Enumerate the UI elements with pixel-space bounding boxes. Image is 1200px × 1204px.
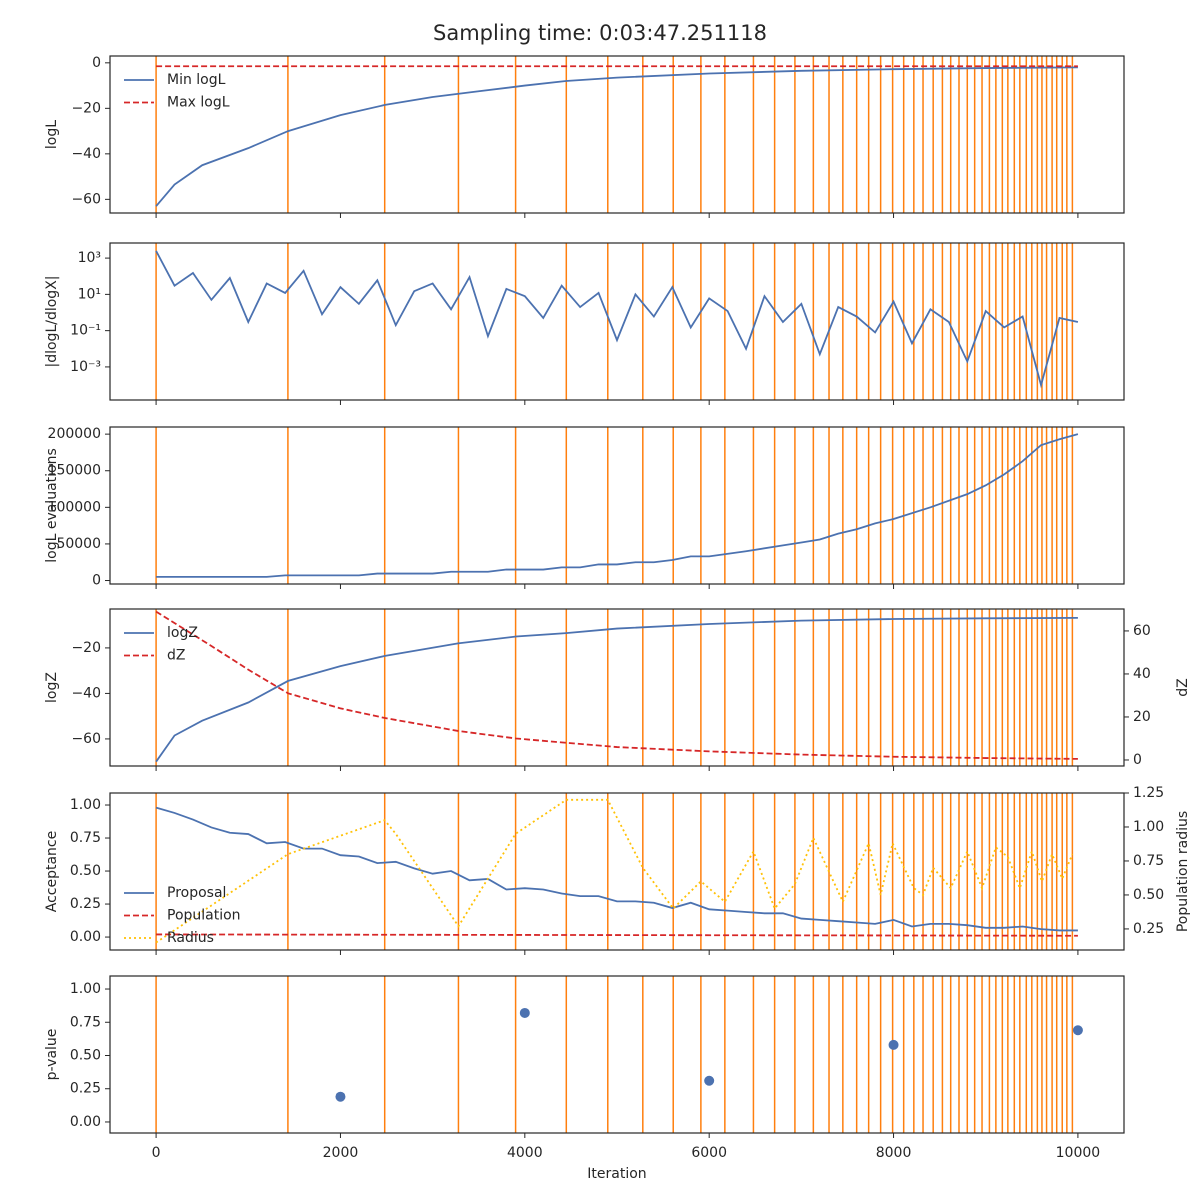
y-tick-label: 0.00 xyxy=(70,929,101,945)
y-axis-label: logZ xyxy=(44,672,60,703)
x-tick-label: 6000 xyxy=(691,1145,727,1161)
x-axis-label: Iteration xyxy=(587,1166,646,1182)
line xyxy=(155,610,1078,760)
line xyxy=(155,798,1074,944)
y2-tick-label: 0.75 xyxy=(1133,853,1164,869)
y-tick-label: 0 xyxy=(92,55,101,71)
y-axis-label: logL xyxy=(44,120,60,149)
point xyxy=(519,1007,530,1018)
y-axis-label: |dlogL/dlogX| xyxy=(44,276,60,368)
legend-label: Max logL xyxy=(167,95,230,111)
legend-label: Radius xyxy=(167,930,214,946)
line xyxy=(155,250,1079,389)
y-tick-label: 150000 xyxy=(48,463,101,479)
y-tick-label: −40 xyxy=(71,146,101,162)
figure-title: Sampling time: 0:03:47.251118 xyxy=(433,21,767,45)
axes-frame xyxy=(109,608,1125,767)
y2-axis-label: dZ xyxy=(1175,678,1191,696)
axes-frame xyxy=(109,426,1125,585)
y-tick-label: 0.50 xyxy=(70,1047,101,1063)
panel: 0.00 0.25 0.50 0.75 1.00 0 2000 4000 6000 8000 100… xyxy=(44,975,1125,1182)
line xyxy=(155,616,1078,763)
x-tick-label: 10000 xyxy=(1056,1145,1101,1161)
y2-tick-label: 0.25 xyxy=(1133,921,1164,937)
y-tick-label: 1.00 xyxy=(70,981,101,997)
line xyxy=(156,933,1078,937)
axes-frame xyxy=(109,975,1125,1134)
y-tick-label: −60 xyxy=(71,731,101,747)
x-tick-label: 0 xyxy=(152,1145,161,1161)
y2-tick-label: 60 xyxy=(1133,623,1151,639)
y-axis-label: Acceptance xyxy=(44,831,60,912)
point xyxy=(888,1039,899,1050)
legend-label: Min logL xyxy=(167,72,226,88)
axes-frame xyxy=(109,55,1125,214)
panel: 0 50000 100000 150000 200000 logL evaluations xyxy=(44,426,1125,589)
x-tick-label: 2000 xyxy=(323,1145,359,1161)
line xyxy=(155,806,1078,932)
y-tick-label: 10³ xyxy=(78,250,101,266)
y-tick-label: −60 xyxy=(71,191,101,207)
legend-label: Proposal xyxy=(167,885,226,901)
y2-tick-label: 1.25 xyxy=(1133,785,1164,801)
y-tick-label: 0.25 xyxy=(70,1081,101,1097)
y2-tick-label: 0.50 xyxy=(1133,887,1164,903)
y-tick-label: −40 xyxy=(71,685,101,701)
panel: −20 −40 −60 0 20 40 60 logZ dZ logZ dZ xyxy=(44,608,1191,771)
y-tick-label: 10⁻³ xyxy=(70,359,101,375)
point xyxy=(335,1091,346,1102)
panel: 0 −20 −40 −60 logL Min logL Max logL xyxy=(44,55,1125,218)
panel: 0.00 0.25 0.50 0.75 1.00 0.25 0.50 0.75 1.00 1.25… xyxy=(44,785,1191,955)
y-tick-label: 0.75 xyxy=(70,830,101,846)
point xyxy=(704,1075,715,1086)
y-axis-label: p-value xyxy=(44,1029,60,1081)
x-tick-label: 4000 xyxy=(507,1145,543,1161)
y-tick-label: 0.00 xyxy=(70,1114,101,1130)
y-tick-label: 0.50 xyxy=(70,863,101,879)
y-axis-label: logL evaluations xyxy=(44,448,60,563)
y2-axis-label: Population radius xyxy=(1175,811,1191,932)
x-tick-label: 8000 xyxy=(876,1145,912,1161)
point xyxy=(1072,1025,1083,1036)
axes-frame xyxy=(109,792,1125,951)
line xyxy=(156,433,1079,578)
y2-tick-label: 0 xyxy=(1133,752,1142,768)
y-tick-label: 0.25 xyxy=(70,896,101,912)
y-tick-label: 10¹ xyxy=(78,286,101,302)
y-tick-label: −20 xyxy=(71,640,101,656)
y2-tick-label: 40 xyxy=(1133,666,1151,682)
y2-tick-label: 1.00 xyxy=(1133,819,1164,835)
line xyxy=(155,66,1078,207)
y-tick-label: −20 xyxy=(71,100,101,116)
legend-label: dZ xyxy=(167,648,185,664)
axes-frame xyxy=(109,242,1125,401)
y-tick-label: 0 xyxy=(92,573,101,589)
y-tick-label: 0.75 xyxy=(70,1014,101,1030)
y2-tick-label: 20 xyxy=(1133,709,1151,725)
y-tick-label: 50000 xyxy=(56,536,101,552)
y-tick-label: 10⁻¹ xyxy=(70,323,101,339)
y-tick-label: 1.00 xyxy=(70,797,101,813)
y-tick-label: 200000 xyxy=(48,426,101,442)
legend-label: logZ xyxy=(167,625,198,641)
y-tick-label: 100000 xyxy=(48,499,101,515)
panel: 10³ 10¹ 10⁻¹ 10⁻³ |dlogL/dlogX| xyxy=(44,242,1125,405)
legend-label: Population xyxy=(167,908,241,924)
